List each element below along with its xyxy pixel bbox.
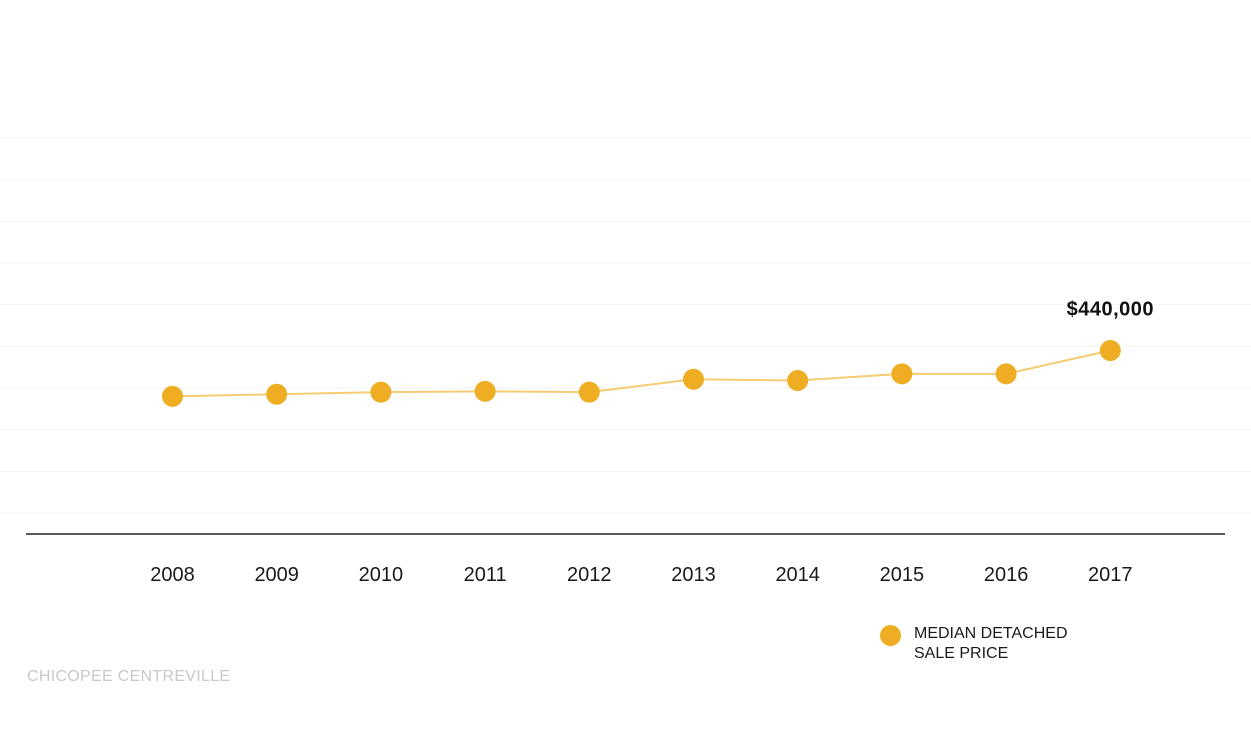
data-point: [891, 363, 913, 385]
data-point: [683, 368, 704, 390]
legend-label-line2: SALE PRICE: [914, 645, 1009, 662]
series-median-price: [162, 340, 1121, 407]
data-point: [578, 381, 600, 403]
data-point: [370, 381, 392, 403]
legend-label-line1: MEDIAN DETACHED: [914, 625, 1068, 642]
x-tick-label: 2015: [880, 564, 925, 586]
data-point: [266, 383, 288, 405]
annotations: $440,000: [1067, 299, 1154, 321]
x-tick-label: 2009: [254, 564, 299, 586]
grid-lines: [0, 137, 1251, 514]
data-point: [474, 380, 496, 402]
data-point: [787, 370, 809, 391]
data-point: [162, 385, 183, 407]
x-tick-label: 2013: [671, 564, 716, 586]
x-tick-label: 2012: [567, 564, 612, 586]
x-tick-label: 2017: [1088, 564, 1133, 586]
x-tick-label: 2008: [150, 564, 195, 586]
x-tick-label: 2016: [984, 564, 1029, 586]
series-line: [172, 349, 1111, 398]
x-tick-label: 2014: [775, 564, 820, 586]
data-point: [995, 363, 1017, 385]
legend-marker: [880, 625, 901, 646]
x-tick-label: 2011: [464, 564, 507, 586]
x-tick-labels: 2008 2009 2010 2011 2012 2013 2014 2015 2016 2017: [150, 564, 1132, 586]
data-label: $440,000: [1067, 299, 1154, 321]
legend: MEDIAN DETACHED SALE PRICE: [880, 624, 1068, 664]
data-point: [1099, 340, 1121, 361]
x-tick-label: 2010: [359, 564, 404, 586]
legend-label: MEDIAN DETACHED SALE PRICE: [914, 624, 1068, 664]
footer-neighbourhood-name: CHICOPEE CENTREVILLE: [27, 668, 231, 685]
